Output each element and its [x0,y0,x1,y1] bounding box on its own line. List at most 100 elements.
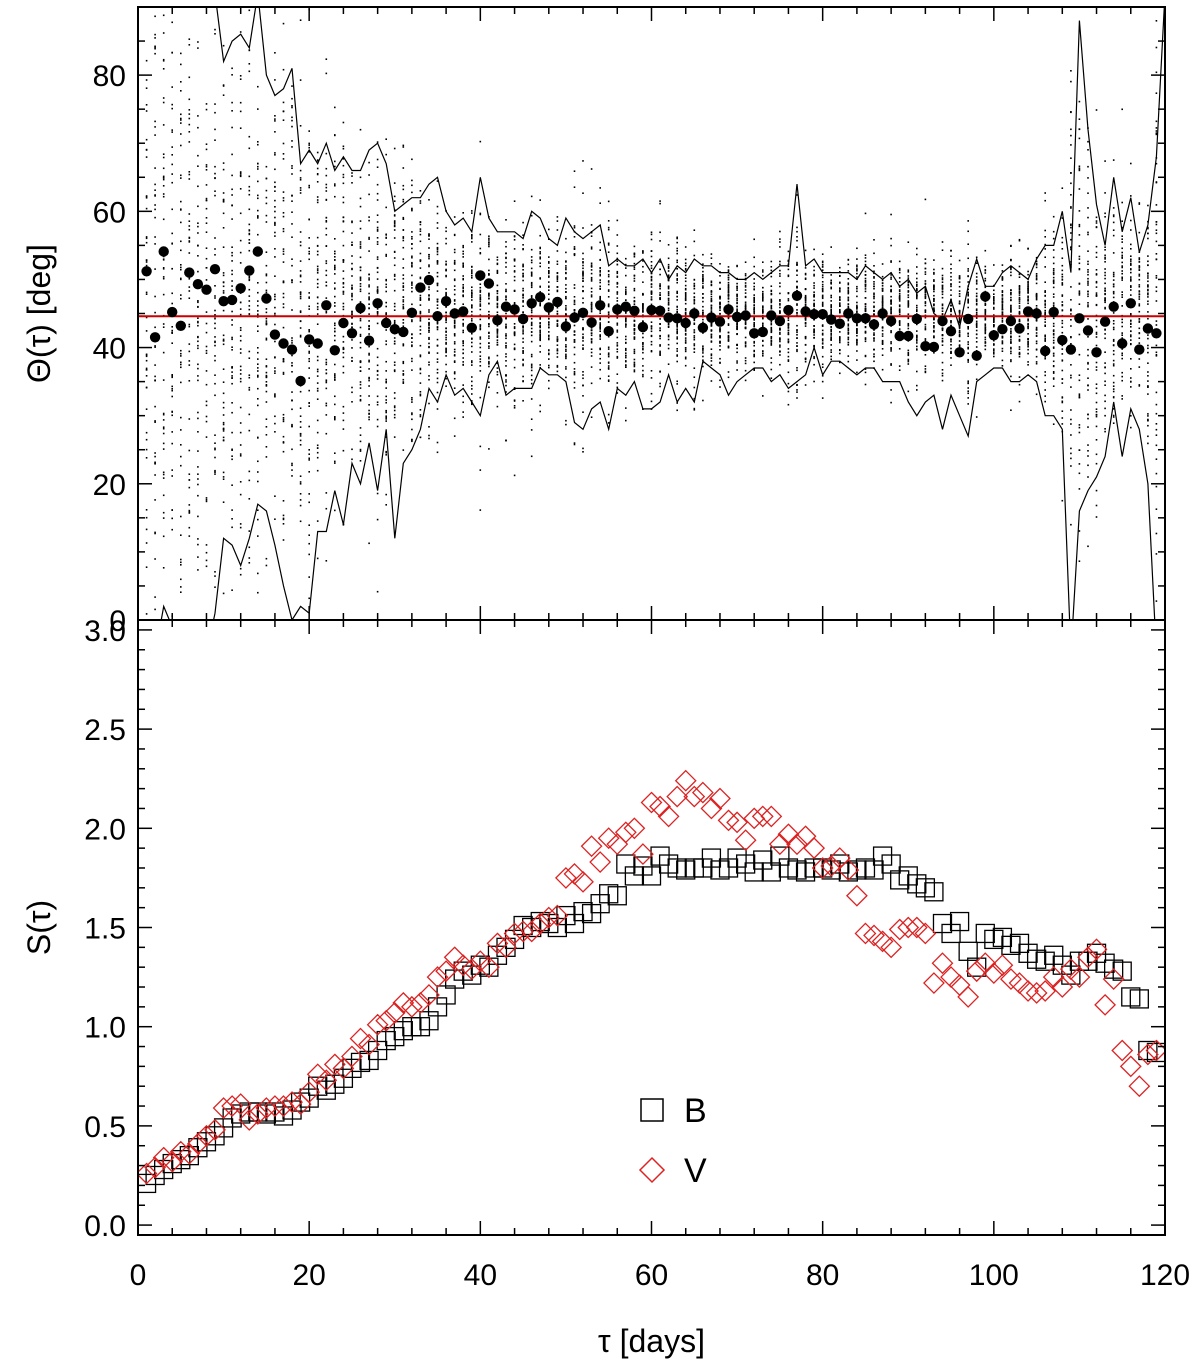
scatter-dot [967,333,969,335]
scatter-dot [539,316,541,319]
scatter-dot [796,369,798,372]
scatter-dot [941,293,944,296]
scatter-dot [633,255,636,258]
scatter-dot [411,236,413,238]
scatter-dot [342,147,345,150]
scatter-dot [924,258,927,260]
scatter-dot [736,295,738,298]
scatter-dot [770,269,773,272]
scatter-dot [257,300,259,302]
scatter-dot [898,277,901,279]
scatter-dot [428,402,430,405]
scatter-dot [830,246,832,248]
scatter-dot [291,223,293,225]
scatter-dot [565,339,567,342]
scatter-dot [779,333,781,335]
scatter-dot [171,389,173,392]
scatter-dot [359,448,362,451]
scatter-dot [505,241,507,243]
scatter-dot [411,397,413,399]
scatter-dot [633,274,636,277]
scatter-dot [898,323,901,326]
scatter-dot [958,312,961,314]
scatter-dot [171,146,173,148]
scatter-dot [847,286,850,289]
scatter-dot [222,246,225,248]
scatter-dot [299,179,302,181]
scatter-dot [445,355,447,357]
scatter-dot [582,371,584,373]
scatter-dot [180,117,182,120]
scatter-dot [821,343,824,345]
scatter-dot [385,153,387,156]
scatter-dot [359,370,362,372]
scatter-dot [411,357,413,360]
scatter-dot [282,373,285,375]
scatter-dot [471,237,473,240]
scatter-dot [359,381,362,383]
scatter-dot [975,320,978,323]
scatter-dot [505,365,507,367]
scatter-dot [753,297,755,299]
scatter-dot [856,264,858,267]
scatter-dot [625,320,627,322]
scatter-dot [924,338,927,340]
scatter-dot [393,264,396,267]
scatter-dot [796,286,798,288]
scatter-dot [299,125,302,127]
scatter-dot [839,310,841,313]
scatter-dot [197,494,199,497]
scatter-dot [359,176,362,179]
scatter-dot [907,360,910,363]
scatter-dot [702,312,704,314]
scatter-dot [188,418,191,420]
scatter-dot [650,392,653,395]
scatter-dot [308,258,310,261]
scatter-dot [753,317,755,320]
scatter-dot [171,86,173,88]
scatter-dot [1001,321,1004,323]
scatter-dot [556,310,559,313]
scatter-dot [796,309,798,311]
scatter-dot [539,326,541,329]
scatter-dot [282,261,285,263]
scatter-dot [445,291,447,294]
scatter-dot [642,281,644,283]
scatter-dot [351,275,353,277]
scatter-dot [351,268,353,271]
scatter-dot [411,287,413,289]
scatter-dot [864,340,867,343]
scatter-dot [924,291,927,293]
scatter-dot [436,372,439,374]
scatter-dot [804,384,807,386]
scatter-dot [171,268,173,270]
scatter-dot [736,302,738,305]
scatter-dot [402,362,405,365]
scatter-dot [625,319,627,321]
scatter-dot [214,340,216,343]
scatter-dot [214,456,216,459]
scatter-dot [907,353,910,355]
scatter-dot [180,534,182,536]
scatter-dot [821,301,824,304]
scatter-dot [770,305,773,307]
scatter-dot [599,347,601,350]
scatter-dot [736,360,738,362]
scatter-dot [522,311,524,313]
scatter-dot [453,387,456,389]
scatter-dot [471,293,473,295]
scatter-dot [565,284,567,286]
scatter-dot [864,337,867,339]
scatter-dot [898,310,901,312]
scatter-dot [385,236,387,239]
scatter-dot [522,279,524,282]
scatter-dot [462,291,464,293]
scatter-dot [881,302,884,304]
scatter-dot [693,300,696,302]
scatter-dot [856,310,858,312]
scatter-dot [642,369,644,372]
scatter-dot [599,353,601,355]
scatter-dot [916,283,918,286]
scatter-dot [154,126,156,128]
